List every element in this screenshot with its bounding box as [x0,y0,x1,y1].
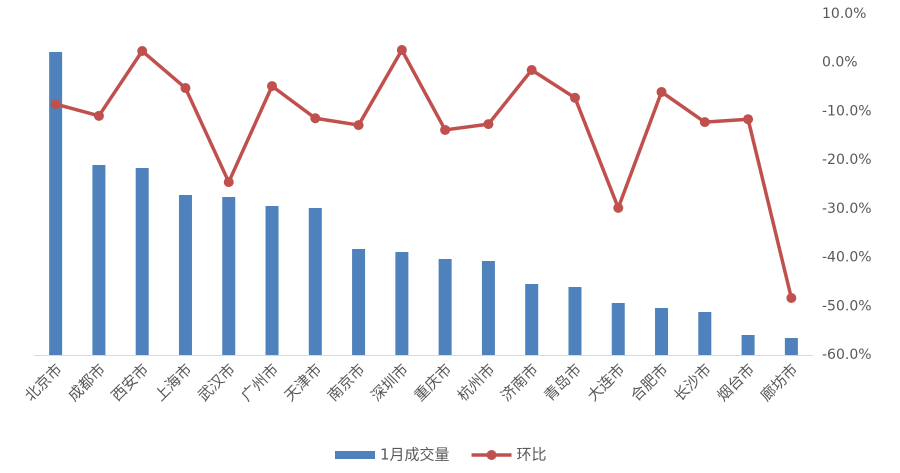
x-tick-label: 西安市 [108,360,153,405]
marker [483,119,494,130]
x-tick-label: 成都市 [64,360,109,405]
x-tick-label: 广州市 [237,360,282,405]
legend-marker [486,450,497,460]
marker [180,83,191,94]
marker [569,92,580,103]
bar [611,303,625,355]
bar [438,259,452,355]
x-tick-label: 武汉市 [194,360,239,405]
y2-tick-label: -20.0% [822,152,872,168]
x-tick-label: 上海市 [151,360,196,405]
x-tick-label: 济南市 [497,360,542,405]
bar [568,287,582,355]
x-tick-label: 重庆市 [411,360,456,405]
marker [267,81,278,92]
bar [395,252,409,355]
marker [137,46,148,57]
marker [93,110,104,121]
marker [223,177,234,188]
x-tick-label: 大连市 [584,360,629,405]
x-tick-label: 杭州市 [454,360,499,405]
bar [481,261,495,355]
marker [699,117,710,128]
bar [655,308,669,355]
legend-label: 1月成交量 [380,446,450,464]
x-tick-label: 深圳市 [367,360,412,405]
legend-swatch [335,451,375,459]
x-tick-label: 天津市 [281,360,326,405]
y2-tick-label: 10.0% [822,6,866,22]
marker [656,86,667,97]
x-tick-label: 烟台市 [714,360,759,405]
bar [49,52,63,355]
y2-tick-label: 0.0% [822,55,858,71]
bar [352,249,366,355]
bar [741,335,755,355]
marker [743,114,754,125]
marker [613,202,624,213]
y2-tick-label: -60.0% [822,347,872,363]
marker [50,99,61,110]
bar [784,338,798,355]
legend-label: 环比 [517,446,547,464]
x-tick-label: 青岛市 [540,360,585,405]
bar [525,284,539,355]
bar [698,312,712,355]
x-tick-label: 合肥市 [627,360,672,405]
line [55,48,794,299]
marker [396,45,407,56]
x-tick-label: 北京市 [21,360,66,405]
marker [440,124,451,135]
marker [310,113,321,124]
bar [178,195,192,355]
bar [222,197,236,355]
y2-tick-label: -30.0% [822,201,872,217]
bar [92,165,106,355]
marker [526,65,537,76]
marker [353,120,364,131]
y2-tick-label: -10.0% [822,103,872,119]
marker [786,293,797,304]
bar [265,206,279,355]
x-tick-label: 南京市 [324,360,369,405]
x-tick-label: 长沙市 [670,360,715,405]
y2-tick-label: -50.0% [822,298,872,314]
bar [135,168,149,355]
y2-tick-label: -40.0% [822,250,872,266]
bar [308,208,322,355]
x-tick-label: 廊坊市 [757,360,802,405]
